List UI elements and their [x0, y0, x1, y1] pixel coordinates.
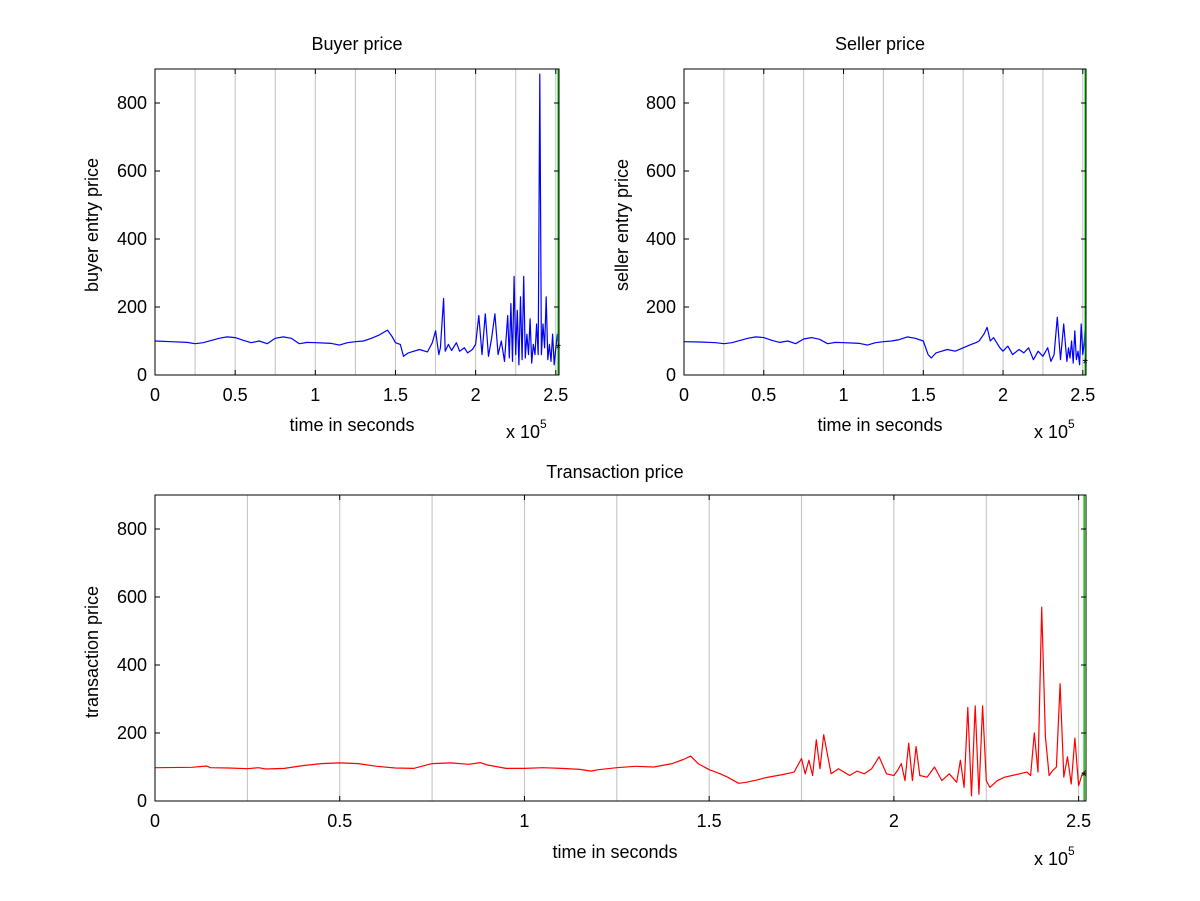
buyer-ytick-label-2: 400: [117, 229, 147, 249]
seller-ytick-label-0: 0: [666, 365, 676, 385]
buyer-xtick-label-2: 1: [310, 385, 320, 405]
buyer-xtick-label-4: 2: [471, 385, 481, 405]
transaction-plot-area: [154, 494, 1087, 802]
buyer-ytick-label-3: 600: [117, 161, 147, 181]
buyer-xtick-label-5: 2.5: [543, 385, 568, 405]
buyer-price-panel: Buyer price * 0 0.5 1 1.5 2 2.50200400600800 …: [82, 34, 568, 442]
seller-xtick-label-4: 2: [998, 385, 1008, 405]
transaction-ytick-label-0: 0: [137, 791, 147, 811]
buyer-price-title: Buyer price: [311, 34, 402, 54]
seller-series-line-0: [683, 312, 1087, 366]
transaction-x-multiplier: x 105: [1034, 844, 1075, 869]
seller-price-title: Seller price: [835, 34, 925, 54]
seller-end-marker-point: *: [1082, 355, 1088, 371]
transaction-price-panel: Transaction price * 0 0.5 1 1.5 2 2.5 0 200 400 6…: [82, 462, 1091, 869]
transaction-xtick-label-0: 0: [150, 811, 160, 831]
seller-plot-area: [683, 68, 1087, 376]
seller-ytick-label-1: 200: [646, 297, 676, 317]
seller-ytick-label-2: 400: [646, 229, 676, 249]
transaction-ytick-label-3: 600: [117, 587, 147, 607]
seller-xtick-label-1: 0.5: [751, 385, 776, 405]
transaction-x-axis-label: time in seconds: [552, 842, 677, 862]
transaction-xtick-label-3: 1.5: [697, 811, 722, 831]
buyer-xtick-label-0: 0: [150, 385, 160, 405]
transaction-ytick-label-2: 400: [117, 655, 147, 675]
buyer-xtick-label-3: 1.5: [383, 385, 408, 405]
buyer-series-line-0: [154, 73, 560, 366]
transaction-xtick-label-2: 1: [519, 811, 529, 831]
seller-xtick-label-5: 2.5: [1070, 385, 1095, 405]
transaction-series-line-0: [154, 606, 1087, 797]
transaction-xtick-label-4: 2: [889, 811, 899, 831]
buyer-plot-area: [154, 68, 560, 376]
transaction-price-title: Transaction price: [546, 462, 683, 482]
transaction-ytick-label-1: 200: [117, 723, 147, 743]
transaction-xtick-label-1: 0.5: [327, 811, 352, 831]
seller-xtick-label-2: 1: [839, 385, 849, 405]
buyer-ytick-label-1: 200: [117, 297, 147, 317]
buyer-ytick-label-4: 800: [117, 93, 147, 113]
seller-ytick-label-4: 800: [646, 93, 676, 113]
buyer-y-axis-label: buyer entry price: [82, 158, 102, 292]
buyer-x-axis-label: time in seconds: [289, 415, 414, 435]
transaction-xtick-label-5: 2.5: [1066, 811, 1091, 831]
seller-x-axis-label: time in seconds: [817, 415, 942, 435]
seller-xtick-label-3: 1.5: [911, 385, 936, 405]
seller-ytick-label-3: 600: [646, 161, 676, 181]
transaction-y-axis-label: transaction price: [82, 586, 102, 718]
transaction-end-marker-point: *: [1081, 768, 1087, 784]
seller-y-axis-label: seller entry price: [612, 159, 632, 291]
seller-price-panel: Seller price * 0 0.5 1 1.5 2 2.5 0 200 400 600 800…: [612, 34, 1095, 442]
buyer-ytick-label-0: 0: [137, 365, 147, 385]
seller-x-multiplier: x 105: [1034, 417, 1075, 442]
seller-xtick-label-0: 0: [679, 385, 689, 405]
buyer-x-multiplier: x 105: [506, 417, 547, 442]
transaction-ytick-label-4: 800: [117, 519, 147, 539]
buyer-xtick-label-1: 0.5: [223, 385, 248, 405]
buyer-end-marker-point: *: [555, 340, 561, 356]
